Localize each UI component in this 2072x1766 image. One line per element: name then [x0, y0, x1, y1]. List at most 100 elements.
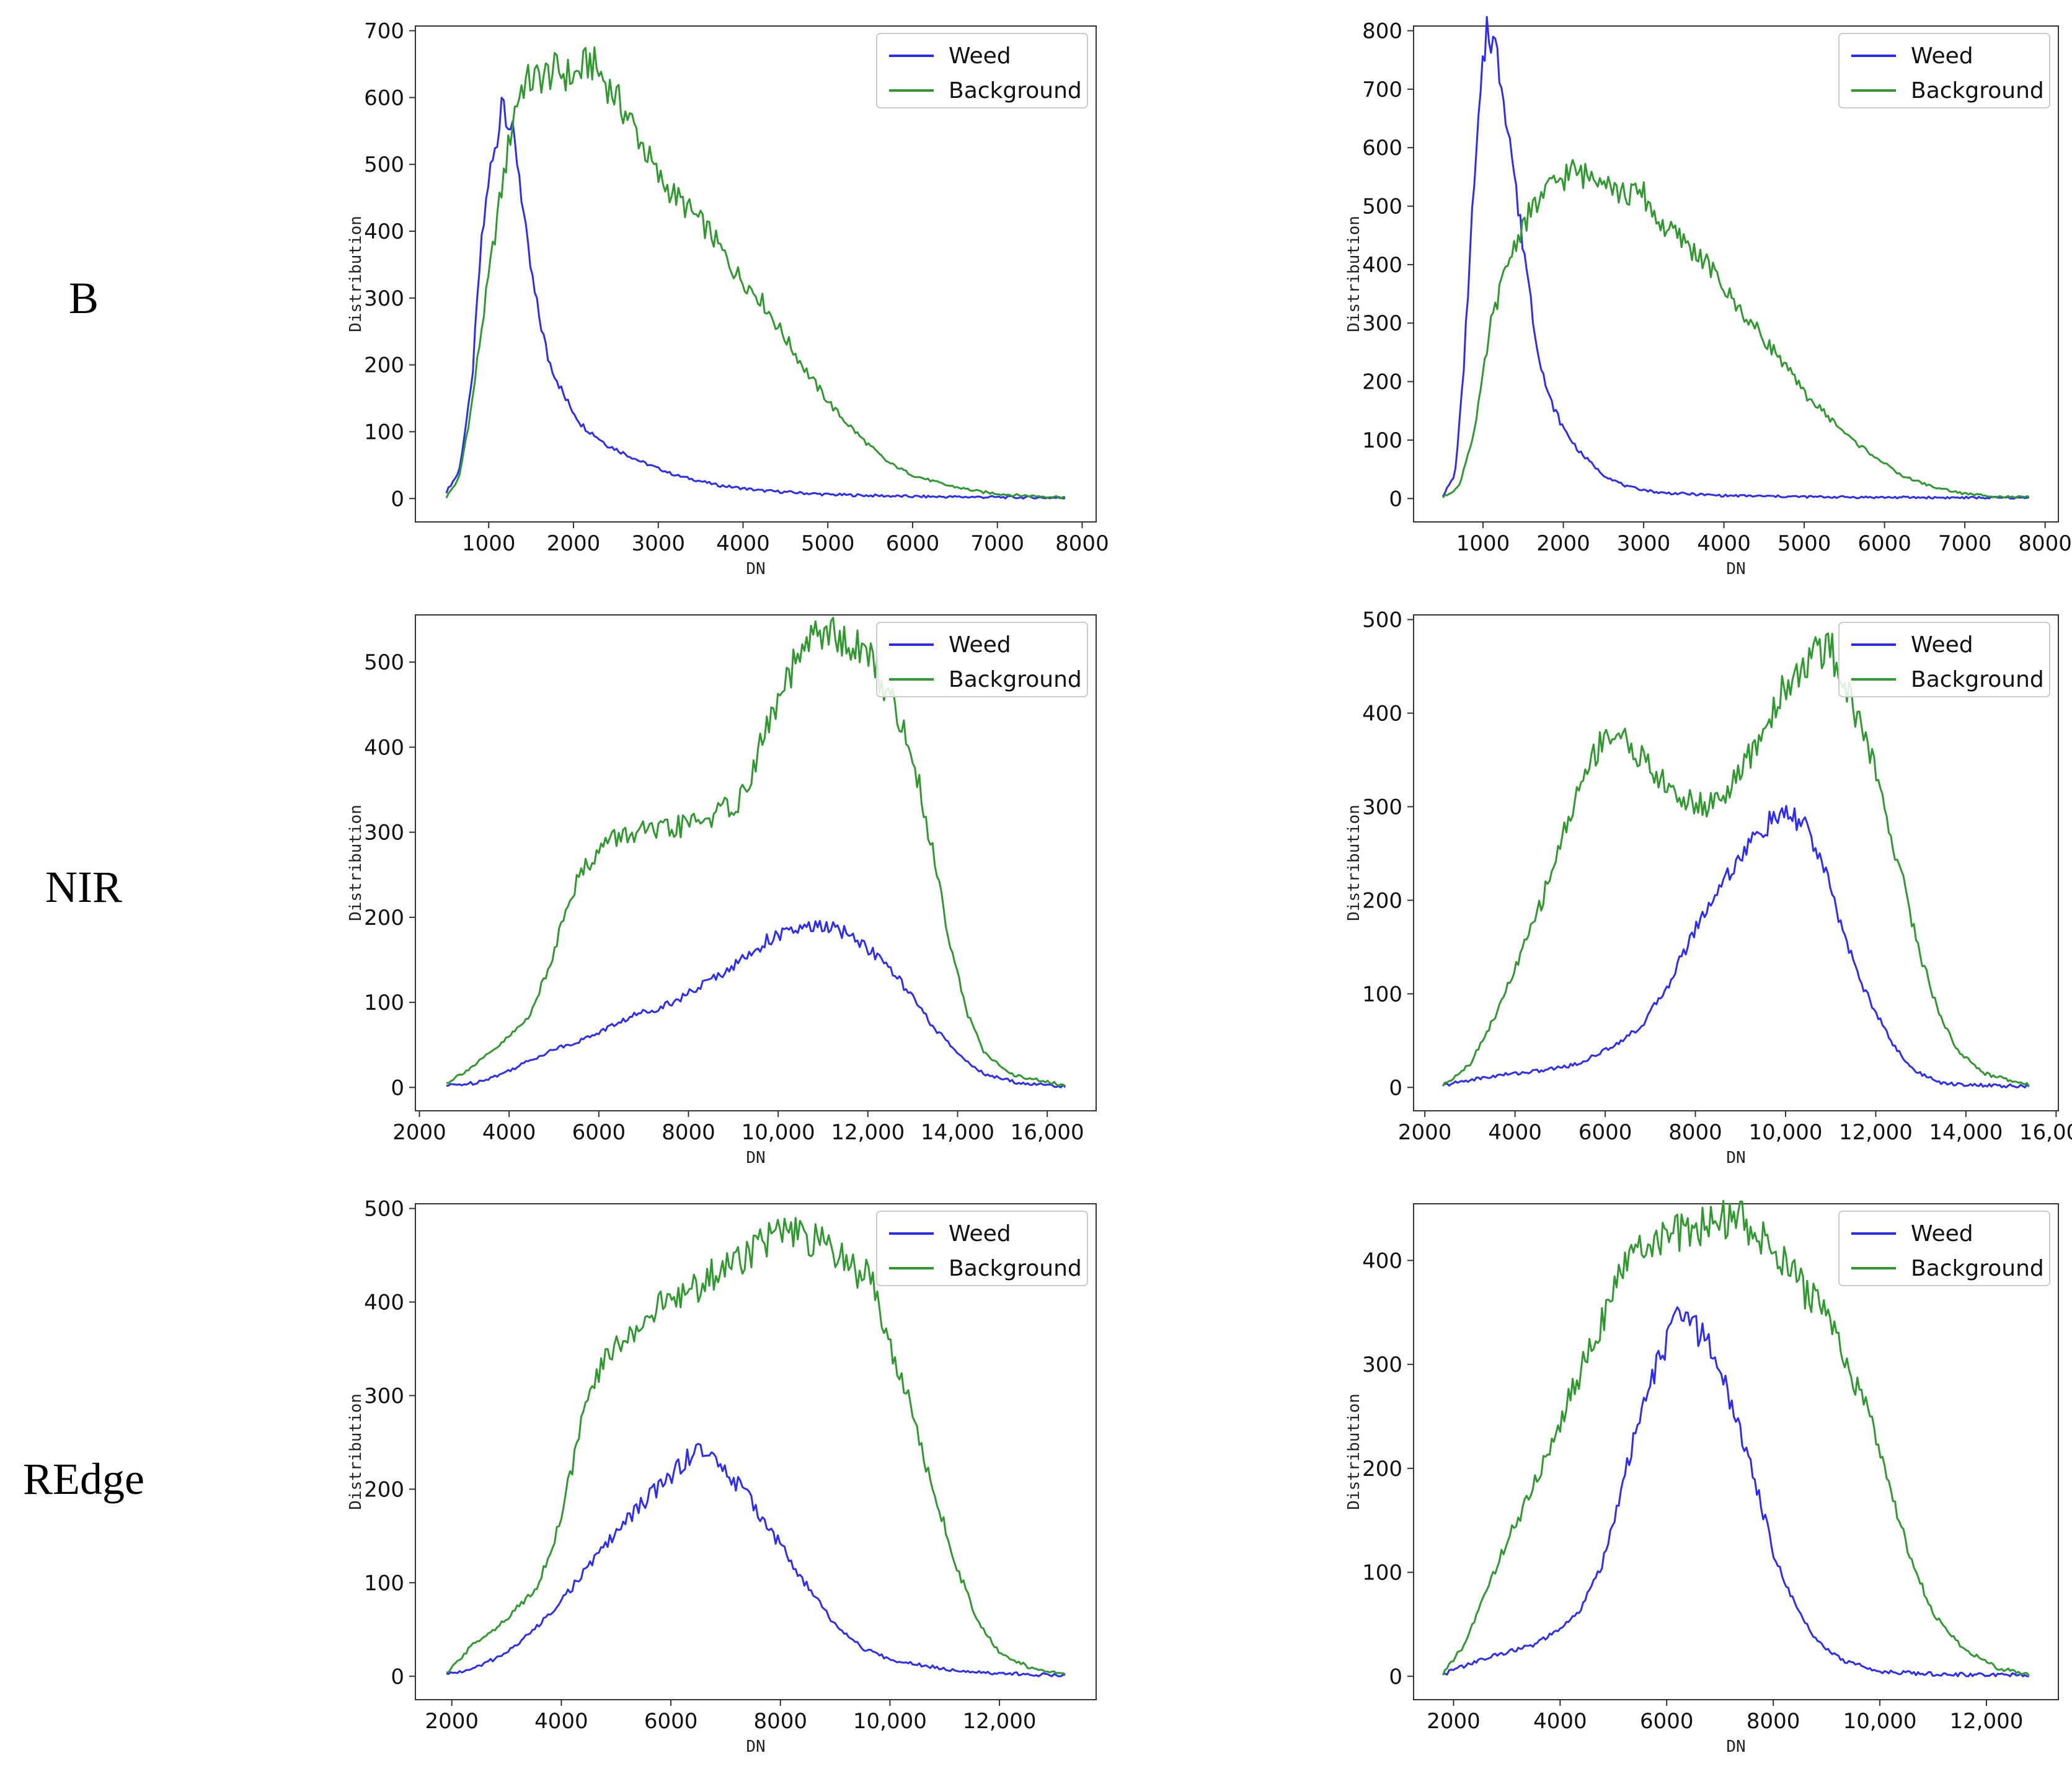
y-tick-label: 200: [1362, 370, 1402, 395]
y-tick-label: 100: [1362, 982, 1402, 1007]
x-tick-label: 6000: [1857, 531, 1911, 556]
y-tick-label: 300: [1362, 311, 1402, 336]
y-tick-label: 200: [364, 1477, 404, 1502]
series-line-background: [445, 46, 1066, 500]
y-tick-label: 400: [364, 219, 404, 244]
y-tick-label: 0: [391, 1075, 404, 1100]
x-tick-label: 8000: [662, 1120, 715, 1145]
row-label-nir: NIR: [45, 862, 122, 912]
x-tick-label: 12,000: [831, 1120, 905, 1145]
x-tick-label: 4000: [1488, 1120, 1542, 1145]
series-line-weed: [1442, 805, 2030, 1088]
plot-frame: [415, 25, 1097, 523]
x-tick-label: 10,000: [1843, 1709, 1917, 1734]
y-tick-label: 300: [364, 821, 404, 845]
legend-label-weed: Weed: [1911, 1221, 1973, 1247]
x-tick-label: 8000: [753, 1709, 807, 1734]
x-axis-label: DN: [1726, 1149, 1745, 1167]
legend-label-weed: Weed: [1911, 632, 1973, 658]
x-tick-label: 2000: [425, 1709, 479, 1734]
chart-nir-right: 200040006000800010,00012,00014,00016,000…: [1345, 608, 2072, 1167]
y-tick-label: 200: [1362, 1457, 1402, 1481]
series-line-background: [1441, 1199, 2030, 1677]
x-axis-label: DN: [1726, 560, 1745, 578]
y-tick-label: 300: [1362, 795, 1402, 819]
y-axis-label: Distribution: [1345, 805, 1363, 921]
y-tick-label: 100: [364, 1571, 404, 1596]
y-axis-label: Distribution: [1345, 216, 1363, 332]
legend-label-background: Background: [949, 78, 1082, 104]
chart-b-right: 1000 2000 3000 4000 5000 6000 7000 8000 0 100 200 3…: [1345, 15, 2072, 578]
plot-frame: [1413, 1203, 2059, 1700]
series-line-weed: [1443, 1306, 2029, 1677]
y-tick-label: 100: [1362, 1561, 1402, 1586]
y-axis-label: Distribution: [347, 805, 365, 921]
series-line-background: [1442, 159, 2030, 499]
y-tick-label: 200: [364, 353, 404, 378]
x-tick-label: 10,000: [742, 1120, 815, 1145]
series-line-background: [1441, 632, 2030, 1087]
y-tick-label: 500: [1362, 195, 1402, 219]
y-tick-label: 600: [1362, 136, 1402, 161]
y-tick-label: 400: [364, 1290, 404, 1315]
x-tick-label: 2000: [1398, 1120, 1452, 1145]
x-tick-label: 2000: [547, 531, 601, 556]
y-axis-label: Distribution: [347, 1393, 365, 1510]
x-tick-label: 16,000: [2019, 1120, 2072, 1145]
x-tick-label: 10,000: [853, 1709, 927, 1734]
y-tick-label: 300: [364, 286, 404, 311]
y-tick-label: 400: [364, 735, 404, 760]
x-tick-label: 5000: [801, 531, 855, 556]
y-tick-label: 600: [364, 86, 404, 110]
chart-redge-right: 2000 4000 6000 8000 10,000 12,000 0 100 200 300 40…: [1345, 1199, 2059, 1756]
y-tick-label: 700: [1362, 77, 1402, 102]
x-tick-label: 8000: [1055, 531, 1109, 556]
x-tick-label: 16,000: [1011, 1120, 1084, 1145]
y-tick-label: 400: [1362, 253, 1402, 278]
x-tick-label: 5000: [1778, 531, 1831, 556]
x-tick-label: 2000: [1536, 531, 1590, 556]
x-tick-label: 1000: [462, 531, 516, 556]
x-tick-label: 6000: [644, 1709, 698, 1734]
series-line-weed: [1442, 15, 2029, 500]
x-tick-label: 12,000: [963, 1709, 1037, 1734]
legend-label-background: Background: [1911, 667, 2044, 692]
y-tick-label: 500: [1362, 608, 1402, 633]
chart-redge-left: 2000 4000 6000 8000 10,000 12,000 0 100 200 300 40…: [347, 1197, 1097, 1756]
y-tick-label: 0: [1389, 1664, 1402, 1689]
plot-frame: [415, 614, 1097, 1111]
series-line-weed: [445, 97, 1066, 500]
series-line-weed: [446, 1442, 1066, 1677]
series-line-weed: [446, 920, 1066, 1088]
legend-label-background: Background: [949, 1256, 1082, 1281]
x-tick-label: 4000: [1697, 531, 1751, 556]
y-tick-label: 800: [1362, 19, 1402, 44]
x-tick-label: 3000: [1617, 531, 1671, 556]
y-axis-label: Distribution: [347, 216, 365, 332]
legend-label-weed: Weed: [949, 1221, 1011, 1247]
x-tick-label: 4000: [716, 531, 770, 556]
y-tick-label: 0: [1389, 487, 1402, 511]
x-axis-label: DN: [746, 1737, 765, 1756]
x-tick-label: 14,000: [921, 1120, 994, 1145]
y-tick-label: 400: [1362, 1248, 1402, 1273]
x-tick-label: 12,000: [1949, 1709, 2023, 1734]
x-tick-label: 4000: [534, 1709, 588, 1734]
x-tick-label: 6000: [1640, 1709, 1694, 1734]
x-tick-label: 8000: [1668, 1120, 1722, 1145]
x-axis-label: DN: [746, 560, 765, 578]
legend-label-weed: Weed: [1911, 43, 1973, 69]
x-axis-label: DN: [1726, 1737, 1745, 1756]
legend-label-weed: Weed: [949, 632, 1011, 658]
x-tick-label: 14,000: [1929, 1120, 2003, 1145]
plot-frame: [1413, 25, 2059, 523]
chart-nir-left: 2000 4000 6000 8000 10,000 12,000 14,000 16,000…: [347, 614, 1097, 1167]
y-tick-label: 0: [391, 1664, 404, 1689]
x-tick-label: 2000: [392, 1120, 446, 1145]
legend-label-background: Background: [1911, 1256, 2044, 1281]
legend-label-weed: Weed: [949, 43, 1011, 69]
x-tick-label: 4000: [1533, 1709, 1587, 1734]
x-tick-label: 7000: [1938, 531, 1992, 556]
y-tick-label: 0: [391, 487, 404, 511]
x-axis-label: DN: [746, 1149, 765, 1167]
